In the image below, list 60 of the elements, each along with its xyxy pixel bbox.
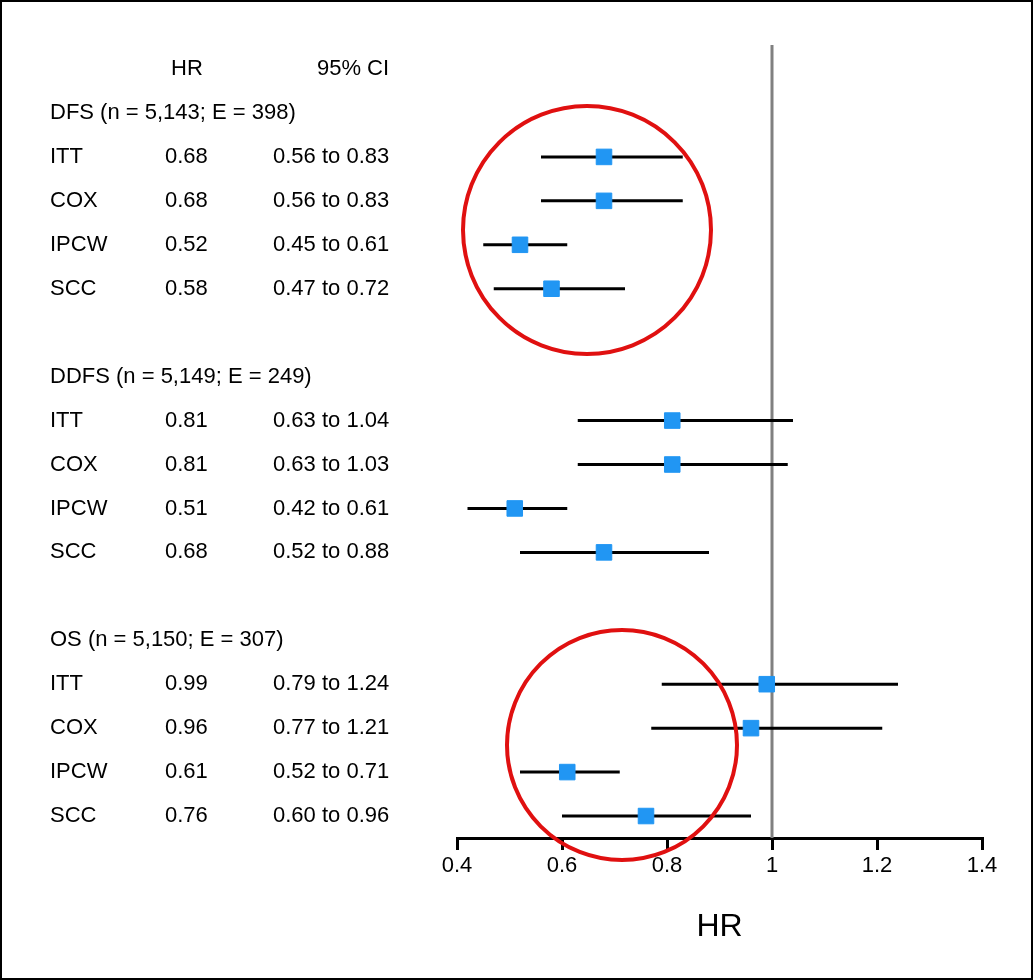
point (595, 192, 613, 210)
y-tick-label: DFS (n = 5,143; E = 398) (50, 99, 296, 125)
y-tick-label: SCC (50, 274, 97, 300)
point (663, 412, 681, 429)
text: 0.56 to 0.83 (273, 142, 390, 168)
y-tick-label: COX (50, 714, 98, 740)
y-tick-label: COX (50, 450, 98, 476)
text: 0.52 to 0.71 (273, 758, 390, 784)
text: 0.79 to 1.24 (273, 670, 390, 696)
text: 95% CI (316, 55, 390, 81)
y-tick-label: ITT (50, 670, 83, 696)
x-tick-label: 0.6 (546, 852, 578, 878)
point (758, 675, 776, 693)
y-tick-label: OS (n = 5,150; E = 307) (50, 626, 284, 652)
point (595, 544, 613, 561)
data-label: 0.76 (165, 802, 208, 828)
data-label: 0.68 (165, 186, 208, 212)
y-tick-label: IPCW (50, 230, 108, 256)
point (663, 456, 681, 473)
point (637, 807, 655, 825)
point (543, 280, 560, 298)
text: 0.42 to 0.61 (273, 494, 390, 520)
point (595, 148, 613, 166)
text: 0.47 to 0.72 (273, 274, 390, 300)
data-label: 0.61 (165, 758, 208, 784)
data-label: 0.68 (165, 142, 208, 168)
data-label: 0.96 (165, 714, 208, 740)
x-tick-label: 0.8 (651, 852, 683, 878)
data-label: 0.81 (165, 406, 208, 432)
y-tick-label: ITT (50, 406, 83, 432)
data-label: 0.52 (165, 230, 208, 256)
data-label: 0.51 (165, 494, 208, 520)
text: 0.45 to 0.61 (273, 230, 390, 256)
x-tick-label: 1.4 (966, 852, 998, 878)
y-tick-label: SCC (50, 538, 97, 564)
text: 0.63 to 1.04 (273, 406, 390, 432)
text: HR (171, 55, 203, 81)
y-tick-label: COX (50, 186, 98, 212)
x-tick-label: 1 (765, 852, 779, 878)
point (742, 719, 760, 737)
data-label: 0.58 (165, 274, 208, 300)
x-tick-label: 0.4 (441, 852, 473, 878)
data-label: 0.99 (165, 670, 208, 696)
text: 0.60 to 0.96 (273, 802, 390, 828)
text: 0.77 to 1.21 (273, 714, 390, 740)
point (506, 500, 524, 517)
point (558, 763, 576, 781)
data-label: 0.68 (165, 538, 208, 564)
data-label: 0.81 (165, 450, 208, 476)
text: 0.56 to 0.83 (273, 186, 390, 212)
x-tick-label: 1.2 (861, 852, 893, 878)
point (511, 236, 529, 254)
y-tick-label: IPCW (50, 494, 108, 520)
text: 0.63 to 1.03 (273, 450, 390, 476)
y-tick-label: IPCW (50, 758, 108, 784)
y-tick-label: DDFS (n = 5,149; E = 249) (50, 362, 312, 388)
text: 0.52 to 0.88 (273, 538, 390, 564)
x-axis-title: HR (696, 906, 743, 943)
y-tick-label: SCC (50, 802, 97, 828)
y-tick-label: ITT (50, 142, 83, 168)
